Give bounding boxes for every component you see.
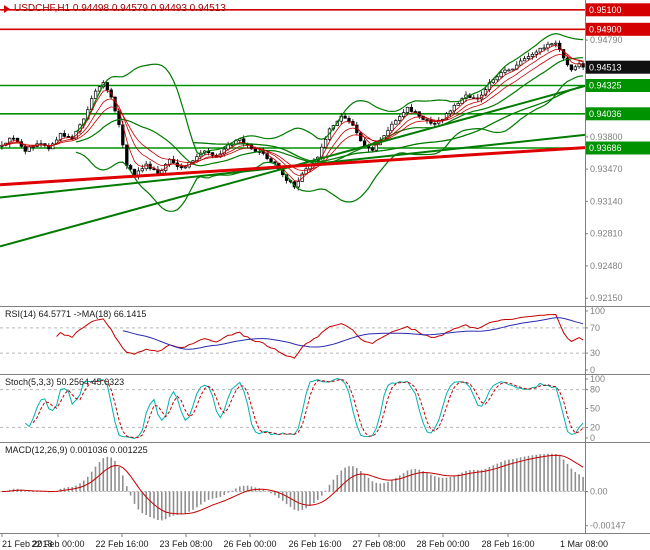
price-axis-label: 0.93470 bbox=[590, 164, 623, 174]
time-axis-label: 1 Mar 08:00 bbox=[560, 539, 608, 549]
stoch-axis-label: 50 bbox=[590, 404, 600, 414]
price-badge-label: 0.95100 bbox=[589, 5, 622, 15]
bollinger-lower-band bbox=[75, 75, 584, 212]
stoch-d-line bbox=[32, 378, 584, 439]
price-badge bbox=[586, 22, 650, 36]
time-axis-label: 22 Feb 00:00 bbox=[31, 539, 84, 549]
price-badge bbox=[586, 3, 650, 17]
rsi-axis-label: 0 bbox=[590, 365, 595, 375]
time-axis-label: 28 Feb 16:00 bbox=[481, 539, 534, 549]
price-badge-label: 0.93686 bbox=[589, 143, 622, 153]
price-badge bbox=[586, 79, 650, 92]
price-badge-label: 0.94513 bbox=[589, 62, 622, 72]
price-badge bbox=[586, 60, 650, 74]
rsi-ma-line bbox=[122, 317, 584, 350]
stoch-k-line bbox=[24, 377, 584, 440]
bollinger-upper-band bbox=[75, 32, 584, 156]
rsi-axis-label: 30 bbox=[590, 348, 600, 358]
ema-8-line bbox=[1, 48, 584, 176]
macd-axis-label: 0.00 bbox=[590, 487, 608, 497]
macd-axis-label: -0.00147 bbox=[590, 521, 626, 531]
time-axis-label: 27 Feb 08:00 bbox=[352, 539, 405, 549]
time-axis-label: 26 Feb 00:00 bbox=[223, 539, 276, 549]
rsi-line bbox=[56, 313, 584, 359]
time-axis-label: 28 Feb 00:00 bbox=[416, 539, 469, 549]
stoch-axis-label: 20 bbox=[590, 422, 600, 432]
trendline[interactable] bbox=[0, 146, 585, 187]
price-axis-label: 0.94790 bbox=[590, 35, 623, 45]
price-axis-label: 0.93800 bbox=[590, 132, 623, 142]
stoch-axis-label: 100 bbox=[590, 374, 605, 384]
price-axis-label: 0.93140 bbox=[590, 196, 623, 206]
time-axis-label: 23 Feb 08:00 bbox=[159, 539, 212, 549]
time-axis-label: 21 Feb 2018 bbox=[2, 539, 53, 549]
price-badge-label: 0.94900 bbox=[589, 25, 622, 35]
price-badge bbox=[586, 107, 650, 121]
price-badge bbox=[586, 141, 650, 155]
rsi-axis-label: 70 bbox=[590, 323, 600, 333]
rsi-axis-label: 100 bbox=[590, 306, 605, 316]
stoch-axis-label: 0 bbox=[590, 433, 595, 443]
stoch-axis-label: 80 bbox=[590, 385, 600, 395]
time-axis-label: 22 Feb 16:00 bbox=[95, 539, 148, 549]
ema-4-line bbox=[1, 44, 584, 182]
price-badge-label: 0.94036 bbox=[589, 109, 622, 119]
price-axis-label: 0.92480 bbox=[590, 261, 623, 271]
macd-signal-line bbox=[1, 454, 584, 515]
price-badge-label: 0.94325 bbox=[589, 81, 622, 91]
price-axis-label: 0.92810 bbox=[590, 229, 623, 239]
time-axis-label: 26 Feb 16:00 bbox=[288, 539, 341, 549]
sma-50-line bbox=[192, 85, 584, 163]
price-axis-label: 0.92150 bbox=[590, 293, 623, 303]
